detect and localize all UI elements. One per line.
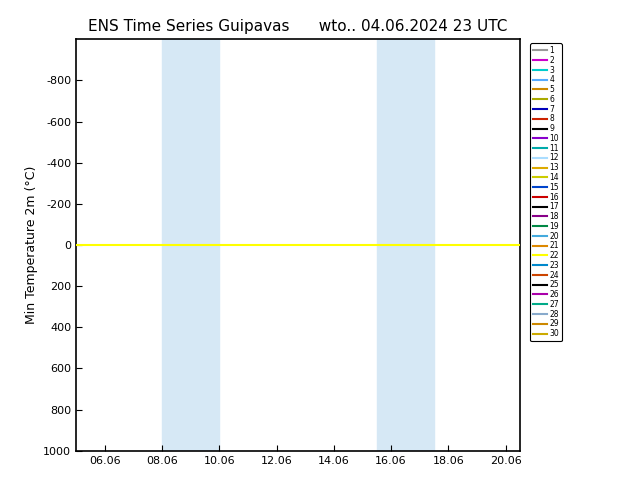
Y-axis label: Min Temperature 2m (°C): Min Temperature 2m (°C) [25,166,37,324]
Title: ENS Time Series Guipavas      wto.. 04.06.2024 23 UTC: ENS Time Series Guipavas wto.. 04.06.202… [88,19,508,34]
Bar [377,39,434,451]
Bar [162,39,219,451]
Legend: 1, 2, 3, 4, 5, 6, 7, 8, 9, 10, 11, 12, 13, 14, 15, 16, 17, 18, 19, 20, 21, 22, 2: 1, 2, 3, 4, 5, 6, 7, 8, 9, 10, 11, 12, 1… [530,43,562,341]
